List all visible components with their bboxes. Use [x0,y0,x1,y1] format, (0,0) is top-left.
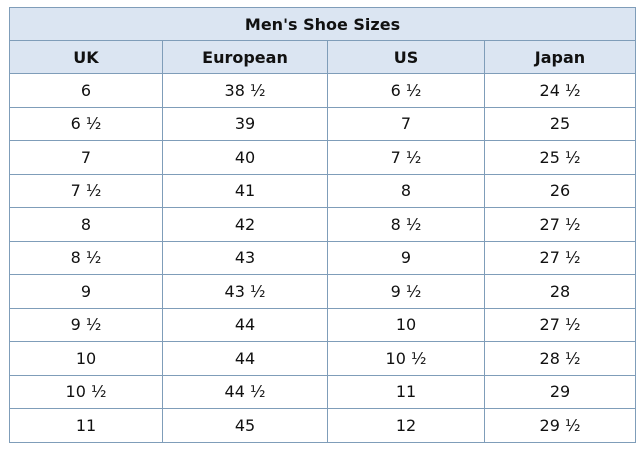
cell-uk: 11 [9,408,163,443]
table-row: 8 42 8 ½ 27 ½ [9,207,636,242]
cell-european: 44 [162,307,328,342]
title-row: Men's Shoe Sizes [9,7,636,41]
cell-us: 7 [327,106,485,141]
cell-uk: 10 ½ [9,374,163,409]
cell-japan: 27 ½ [484,240,636,275]
cell-european: 43 [162,240,328,275]
cell-us: 11 [327,374,485,409]
cell-us: 7 ½ [327,140,485,175]
table-row: 11 45 12 29 ½ [9,408,636,443]
cell-us: 9 ½ [327,274,485,309]
table-row: 10 ½ 44 ½ 11 29 [9,374,636,409]
cell-us: 10 ½ [327,341,485,376]
table-row: 9 ½ 44 10 27 ½ [9,307,636,342]
cell-us: 8 ½ [327,207,485,242]
cell-european: 38 ½ [162,73,328,108]
cell-uk: 7 [9,140,163,175]
cell-european: 43 ½ [162,274,328,309]
cell-us: 10 [327,307,485,342]
cell-uk: 6 ½ [9,106,163,141]
header-japan: Japan [484,40,636,74]
cell-japan: 28 [484,274,636,309]
cell-japan: 29 ½ [484,408,636,443]
cell-uk: 9 ½ [9,307,163,342]
cell-japan: 26 [484,173,636,208]
cell-uk: 7 ½ [9,173,163,208]
cell-us: 8 [327,173,485,208]
cell-us: 9 [327,240,485,275]
cell-japan: 29 [484,374,636,409]
header-row: UK European US Japan [9,40,636,74]
header-us: US [327,40,485,74]
table-row: 10 44 10 ½ 28 ½ [9,341,636,376]
cell-japan: 24 ½ [484,73,636,108]
table-row: 7 ½ 41 8 26 [9,173,636,208]
cell-japan: 25 ½ [484,140,636,175]
cell-japan: 27 ½ [484,307,636,342]
cell-european: 45 [162,408,328,443]
table-title: Men's Shoe Sizes [9,7,636,41]
cell-european: 41 [162,173,328,208]
cell-japan: 25 [484,106,636,141]
cell-european: 44 [162,341,328,376]
cell-japan: 27 ½ [484,207,636,242]
table-row: 6 ½ 39 7 25 [9,106,636,141]
cell-uk: 10 [9,341,163,376]
cell-european: 39 [162,106,328,141]
cell-uk: 6 [9,73,163,108]
cell-uk: 9 [9,274,163,309]
header-uk: UK [9,40,163,74]
cell-us: 6 ½ [327,73,485,108]
table-row: 8 ½ 43 9 27 ½ [9,240,636,275]
cell-uk: 8 ½ [9,240,163,275]
cell-european: 40 [162,140,328,175]
cell-european: 44 ½ [162,374,328,409]
cell-uk: 8 [9,207,163,242]
table-head: Men's Shoe Sizes UK European US Japan [9,7,636,74]
table-row: 7 40 7 ½ 25 ½ [9,140,636,175]
header-european: European [162,40,328,74]
cell-us: 12 [327,408,485,443]
cell-japan: 28 ½ [484,341,636,376]
cell-european: 42 [162,207,328,242]
